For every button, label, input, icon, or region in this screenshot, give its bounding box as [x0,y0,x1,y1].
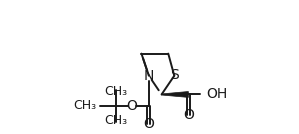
Text: CH₃: CH₃ [73,99,96,112]
Text: CH₃: CH₃ [104,114,128,127]
Text: N: N [144,69,154,83]
Text: O: O [144,117,154,131]
Text: O: O [183,108,194,122]
Text: S: S [170,68,179,82]
Polygon shape [161,92,188,97]
Text: OH: OH [206,88,227,101]
Text: CH₃: CH₃ [104,85,128,98]
Text: O: O [127,99,138,113]
